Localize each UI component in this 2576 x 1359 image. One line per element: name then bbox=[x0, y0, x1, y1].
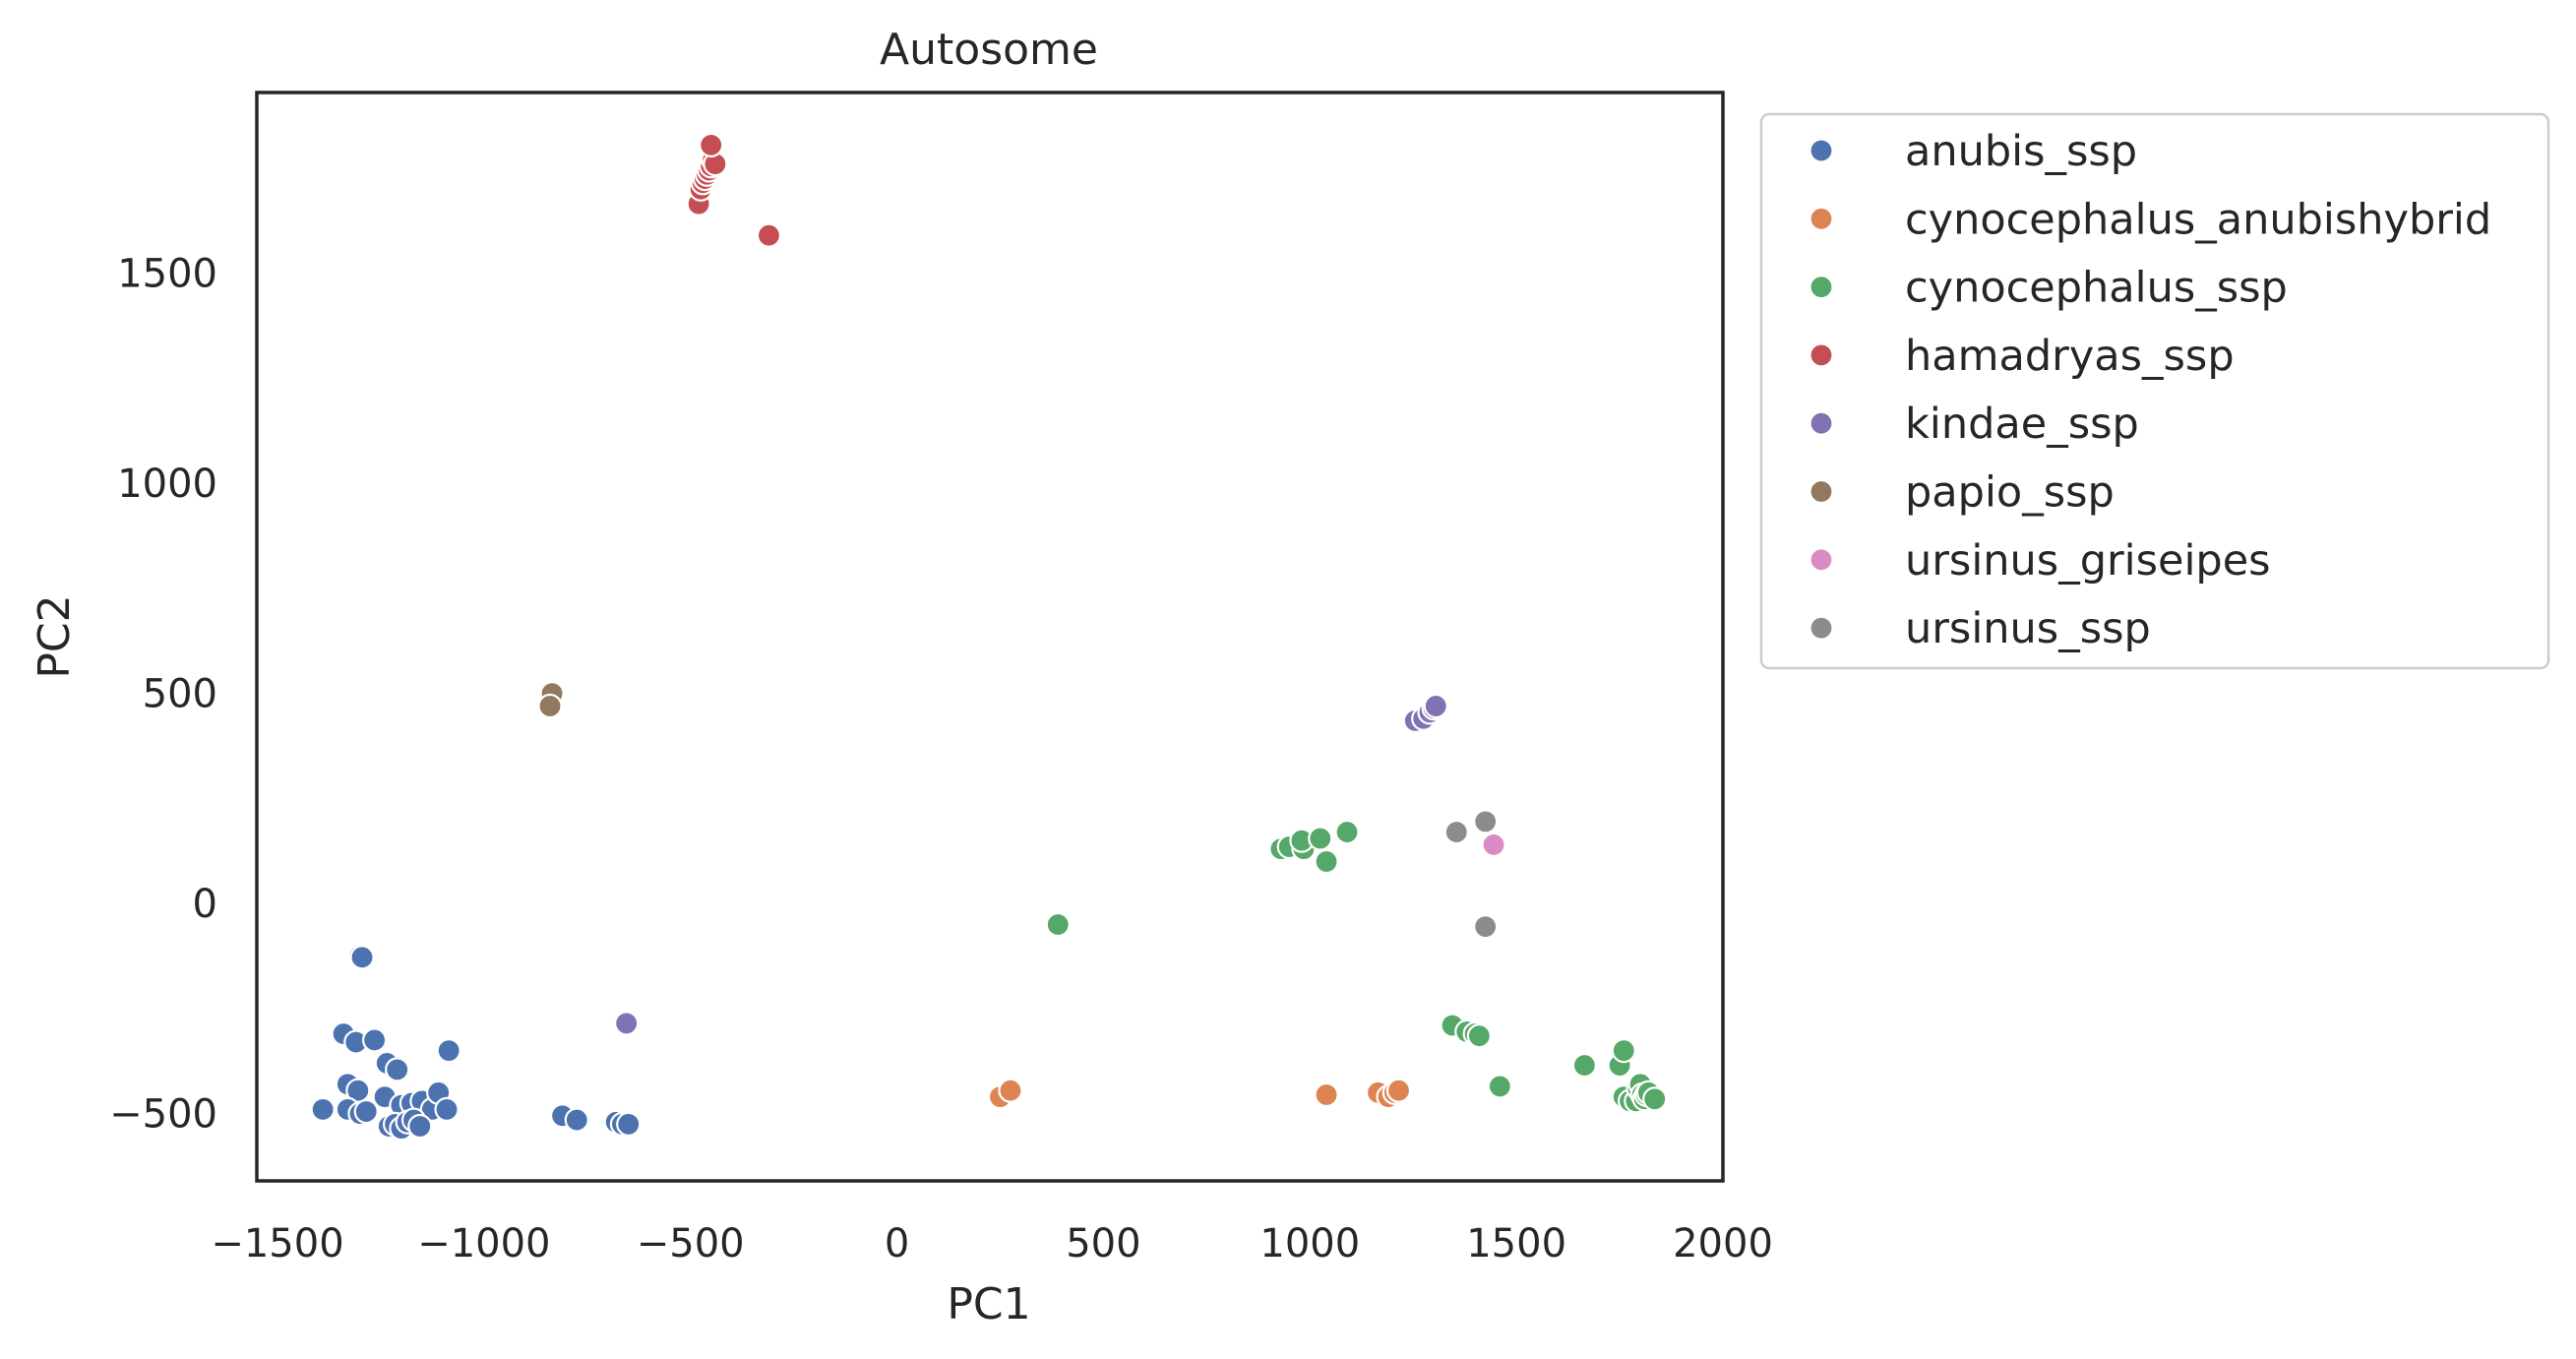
x-tick-label: 500 bbox=[1066, 1221, 1140, 1266]
point-anubis_ssp-7 bbox=[436, 1038, 461, 1064]
legend-marker-ursinus_griseipes bbox=[1809, 547, 1834, 573]
point-anubis_ssp-28 bbox=[564, 1107, 589, 1133]
legend-marker-hamadryas_ssp bbox=[1809, 342, 1834, 368]
point-cynocephalus_ssp-11 bbox=[1466, 1023, 1492, 1049]
y-tick-label: 0 bbox=[193, 882, 217, 927]
x-tick-label: 0 bbox=[885, 1221, 909, 1266]
plot-frame bbox=[255, 91, 1725, 1183]
point-papio_ssp-1 bbox=[537, 693, 563, 719]
x-tick-label: −1500 bbox=[211, 1221, 343, 1266]
point-cynocephalus_ssp-25 bbox=[1642, 1086, 1668, 1112]
y-tick-label: 1500 bbox=[117, 252, 217, 297]
point-cynocephalus_anubishybrid-6 bbox=[1385, 1078, 1412, 1103]
legend-marker-anubis_ssp bbox=[1809, 138, 1834, 163]
point-hamadryas_ssp-10 bbox=[756, 222, 782, 248]
point-anubis_ssp-1 bbox=[349, 945, 375, 970]
point-cynocephalus_ssp-12 bbox=[1487, 1074, 1512, 1099]
legend-marker-kindae_ssp bbox=[1809, 410, 1834, 436]
legend-items: anubis_ssp cynocephalus_anubishybridcynoc… bbox=[1809, 127, 2491, 653]
point-ursinus_ssp-1 bbox=[1473, 809, 1499, 834]
point-anubis_ssp-6 bbox=[385, 1057, 410, 1082]
point-anubis_ssp-20 bbox=[434, 1096, 460, 1123]
x-tick-label: 1500 bbox=[1466, 1221, 1566, 1266]
x-tick-label: 2000 bbox=[1673, 1221, 1773, 1266]
point-ursinus_ssp-0 bbox=[1443, 819, 1469, 845]
legend-label-cynocephalus_ssp: cynocephalus_ssp bbox=[1905, 264, 2288, 313]
legend-label-hamadryas_ssp: hamadryas_ssp bbox=[1905, 332, 2235, 381]
legend-box bbox=[1759, 112, 2550, 670]
x-ticks: −1500 −1000 −500 0 500 1000 1500 2000 bbox=[211, 1221, 1773, 1266]
x-tick-label: −500 bbox=[637, 1221, 745, 1266]
point-anubis_ssp-31 bbox=[616, 1111, 642, 1137]
x-tick-label: 1000 bbox=[1259, 1221, 1360, 1266]
point-anubis_ssp-26 bbox=[407, 1113, 433, 1140]
point-kindae_ssp-0 bbox=[614, 1011, 640, 1036]
legend-marker-cynocephalus_anubishybrid bbox=[1809, 206, 1834, 231]
y-tick-label: −500 bbox=[109, 1092, 217, 1138]
point-cynocephalus_ssp-13 bbox=[1571, 1052, 1597, 1079]
legend-label-anubis_ssp: anubis_ssp bbox=[1905, 127, 2137, 176]
point-ursinus_ssp-2 bbox=[1473, 914, 1499, 940]
chart-title: Autosome bbox=[880, 25, 1098, 75]
legend-marker-cynocephalus_ssp bbox=[1809, 275, 1834, 300]
y-tick-label: 1000 bbox=[117, 462, 217, 507]
y-ticks: −500 0 500 1000 1500 bbox=[109, 252, 217, 1138]
legend-label-ursinus_griseipes: ursinus_griseipes bbox=[1905, 536, 2271, 586]
point-cynocephalus_anubishybrid-1 bbox=[998, 1078, 1023, 1103]
y-axis-label: PC2 bbox=[30, 594, 80, 678]
legend-marker-papio_ssp bbox=[1809, 478, 1834, 505]
point-cynocephalus_ssp-15 bbox=[1611, 1038, 1636, 1064]
point-ursinus_griseipes-0 bbox=[1481, 832, 1506, 857]
point-cynocephalus_anubishybrid-2 bbox=[1314, 1081, 1339, 1108]
point-anubis_ssp-4 bbox=[362, 1027, 388, 1053]
point-kindae_ssp-5 bbox=[1423, 693, 1448, 719]
legend-label-papio_ssp: papio_ssp bbox=[1905, 468, 2115, 518]
point-cynocephalus_ssp-6 bbox=[1314, 848, 1339, 875]
y-tick-label: 500 bbox=[143, 672, 217, 717]
point-anubis_ssp-8 bbox=[310, 1096, 336, 1123]
legend-label-kindae_ssp: kindae_ssp bbox=[1905, 400, 2139, 449]
point-hamadryas_ssp-9 bbox=[699, 132, 724, 157]
x-axis-label: PC1 bbox=[947, 1279, 1030, 1329]
legend-label-cynocephalus_anubishybrid: cynocephalus_anubishybrid bbox=[1905, 195, 2491, 244]
point-cynocephalus_ssp-7 bbox=[1334, 819, 1360, 845]
point-anubis_ssp-13 bbox=[353, 1098, 379, 1125]
legend: anubis_ssp cynocephalus_anubishybridcynoc… bbox=[1759, 112, 2550, 670]
x-tick-label: −1000 bbox=[417, 1221, 550, 1266]
legend-marker-ursinus_ssp bbox=[1809, 615, 1834, 641]
point-cynocephalus_ssp-0 bbox=[1045, 911, 1071, 938]
legend-label-ursinus_ssp: ursinus_ssp bbox=[1905, 604, 2151, 653]
points-layer bbox=[310, 132, 1668, 1142]
point-cynocephalus_ssp-5 bbox=[1308, 826, 1333, 851]
